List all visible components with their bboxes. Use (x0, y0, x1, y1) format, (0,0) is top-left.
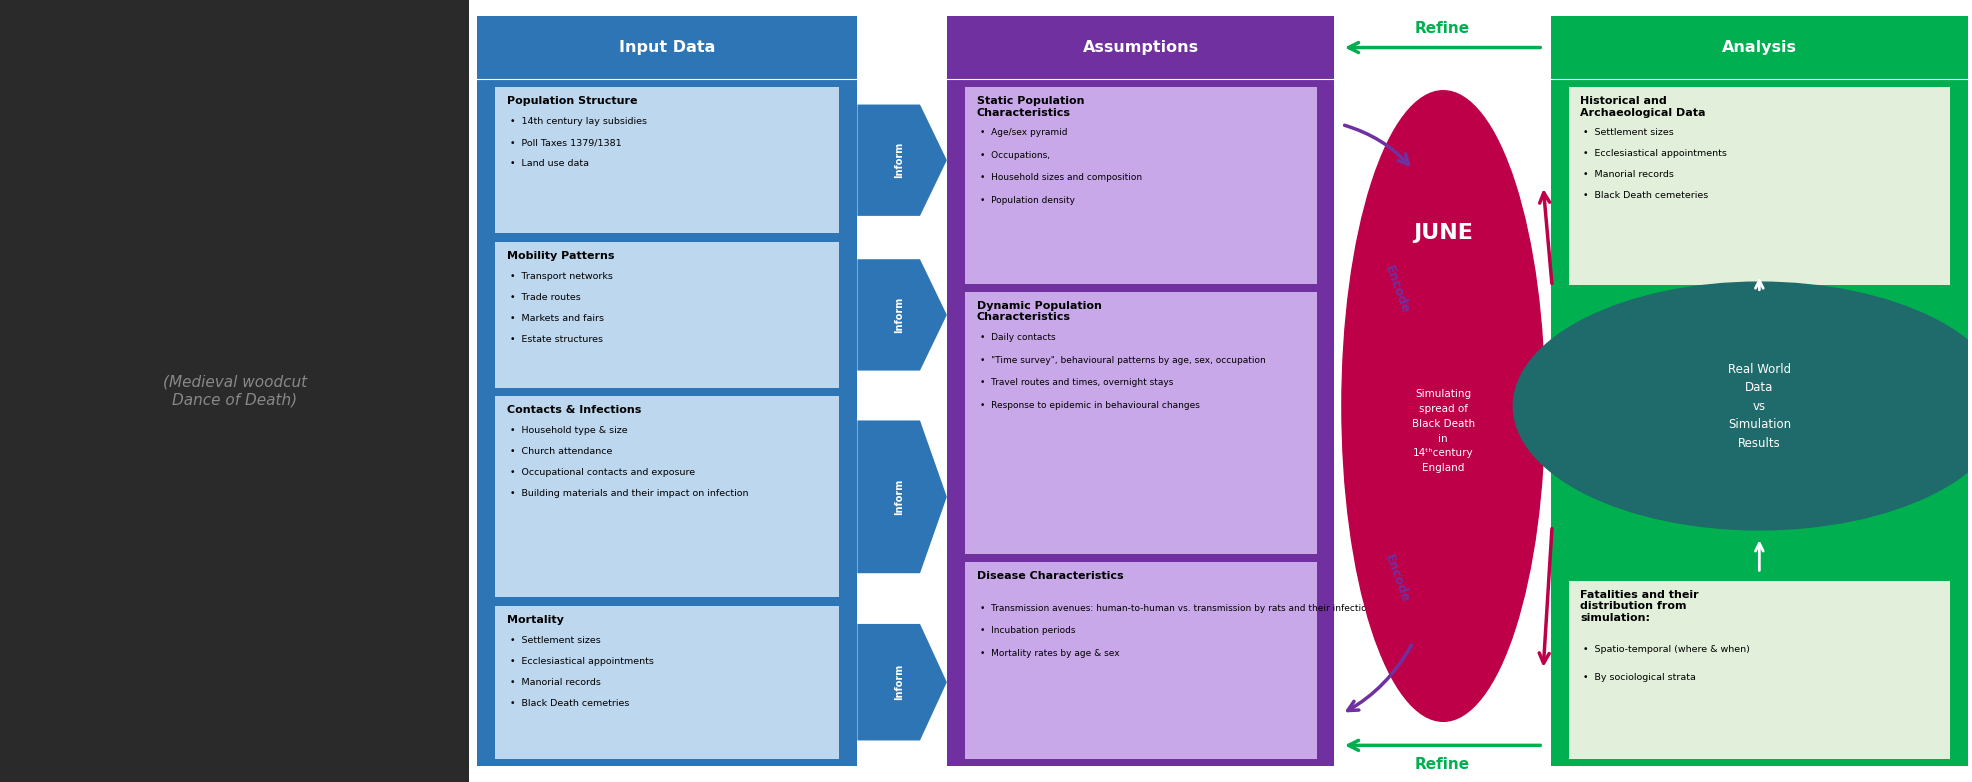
Text: •  Ecclesiastical appointments: • Ecclesiastical appointments (511, 657, 655, 665)
Text: •  Spatio-temporal (where & when): • Spatio-temporal (where & when) (1584, 644, 1751, 654)
FancyBboxPatch shape (495, 87, 840, 234)
FancyBboxPatch shape (1550, 16, 1968, 766)
Text: Population Structure: Population Structure (507, 96, 637, 106)
Text: Historical and
Archaeological Data: Historical and Archaeological Data (1580, 96, 1706, 117)
Text: Mortality: Mortality (507, 615, 564, 625)
Text: •  Ecclesiastical appointments: • Ecclesiastical appointments (1584, 149, 1727, 158)
Text: •  Trade routes: • Trade routes (511, 292, 582, 302)
Text: JUNE: JUNE (1414, 223, 1473, 242)
Text: Analysis: Analysis (1722, 40, 1796, 55)
Text: Assumptions: Assumptions (1083, 40, 1199, 55)
Text: •  Settlement sizes: • Settlement sizes (511, 636, 601, 644)
Text: Refine: Refine (1416, 21, 1469, 36)
FancyBboxPatch shape (1568, 581, 1950, 759)
Text: •  By sociological strata: • By sociological strata (1584, 673, 1696, 682)
Text: •  Occupations,: • Occupations, (980, 151, 1049, 160)
FancyBboxPatch shape (495, 605, 840, 759)
Text: •  Occupational contacts and exposure: • Occupational contacts and exposure (511, 468, 696, 477)
Text: •  Black Death cemetries: • Black Death cemetries (511, 698, 629, 708)
Text: Encode: Encode (1382, 264, 1412, 316)
Polygon shape (858, 421, 947, 573)
Text: •  Manorial records: • Manorial records (511, 677, 601, 687)
Text: •  Incubation periods: • Incubation periods (980, 626, 1075, 635)
Text: Disease Characteristics: Disease Characteristics (976, 572, 1124, 581)
Text: •  Settlement sizes: • Settlement sizes (1584, 128, 1674, 138)
FancyBboxPatch shape (477, 16, 858, 766)
Text: Inform: Inform (893, 297, 903, 333)
Text: Inform: Inform (893, 479, 903, 515)
Text: Simulating
spread of
Black Death
in
14ᵗʰcentury
England: Simulating spread of Black Death in 14ᵗʰ… (1412, 389, 1475, 473)
FancyBboxPatch shape (495, 242, 840, 388)
Polygon shape (858, 259, 947, 371)
Text: •  Black Death cemeteries: • Black Death cemeteries (1584, 192, 1708, 200)
Text: •  14th century lay subsidies: • 14th century lay subsidies (511, 117, 647, 126)
Text: •  Markets and fairs: • Markets and fairs (511, 314, 603, 323)
Text: Encode: Encode (1382, 553, 1412, 604)
Ellipse shape (1341, 91, 1544, 721)
Text: •  Estate structures: • Estate structures (511, 335, 603, 344)
Text: •  Population density: • Population density (980, 196, 1075, 205)
FancyBboxPatch shape (947, 16, 1335, 766)
Text: •  Transport networks: • Transport networks (511, 271, 613, 281)
Text: •  "Time survey", behavioural patterns by age, sex, occupation: • "Time survey", behavioural patterns by… (980, 356, 1266, 364)
Text: Dynamic Population
Characteristics: Dynamic Population Characteristics (976, 301, 1102, 322)
Text: •  Travel routes and times, overnight stays: • Travel routes and times, overnight sta… (980, 378, 1173, 387)
FancyBboxPatch shape (964, 562, 1317, 759)
Text: •  Mortality rates by age & sex: • Mortality rates by age & sex (980, 648, 1120, 658)
Text: •  Household type & size: • Household type & size (511, 426, 627, 436)
Text: •  Poll Taxes 1379/1381: • Poll Taxes 1379/1381 (511, 138, 621, 147)
FancyBboxPatch shape (964, 87, 1317, 284)
Text: Inform: Inform (893, 664, 903, 701)
Text: Static Population
Characteristics: Static Population Characteristics (976, 96, 1085, 117)
Text: Fatalities and their
distribution from
simulation:: Fatalities and their distribution from s… (1580, 590, 1700, 623)
Text: •  Daily contacts: • Daily contacts (980, 333, 1055, 343)
Text: Contacts & Infections: Contacts & Infections (507, 405, 641, 415)
Polygon shape (858, 624, 947, 741)
Text: Inform: Inform (893, 142, 903, 178)
Text: •  Response to epidemic in behavioural changes: • Response to epidemic in behavioural ch… (980, 400, 1199, 410)
FancyBboxPatch shape (1568, 87, 1950, 285)
Text: •  Building materials and their impact on infection: • Building materials and their impact on… (511, 490, 749, 498)
FancyBboxPatch shape (495, 396, 840, 597)
Text: •  Household sizes and composition: • Household sizes and composition (980, 174, 1142, 182)
FancyBboxPatch shape (964, 292, 1317, 554)
Text: •  Transmission avenues: human-to-human vs. transmission by rats and their infec: • Transmission avenues: human-to-human v… (980, 604, 1420, 612)
Text: Mobility Patterns: Mobility Patterns (507, 251, 615, 260)
Text: Refine: Refine (1416, 757, 1469, 772)
Text: (Medieval woodcut
Dance of Death): (Medieval woodcut Dance of Death) (162, 375, 308, 407)
Circle shape (1513, 282, 1972, 530)
Text: •  Age/sex pyramid: • Age/sex pyramid (980, 128, 1067, 138)
Text: •  Manorial records: • Manorial records (1584, 170, 1674, 179)
Polygon shape (858, 105, 947, 216)
Text: Real World
Data
vs
Simulation
Results: Real World Data vs Simulation Results (1727, 363, 1791, 450)
Text: •  Church attendance: • Church attendance (511, 447, 613, 457)
Text: •  Land use data: • Land use data (511, 159, 590, 168)
Text: Input Data: Input Data (619, 40, 716, 55)
